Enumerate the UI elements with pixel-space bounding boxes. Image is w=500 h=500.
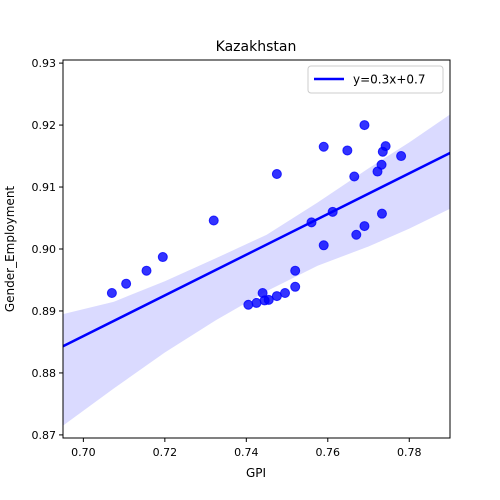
scatter-point xyxy=(121,278,132,289)
y-axis-ticks: 0.87 0.88 0.89 0.90 0.91 0.92 0.93 xyxy=(32,57,63,442)
y-tick-label: 0.90 xyxy=(32,243,57,256)
legend-label: y=0.3x+0.7 xyxy=(353,73,425,87)
scatter-point xyxy=(280,287,291,298)
scatter-point xyxy=(243,299,254,310)
regression-line xyxy=(62,151,451,348)
x-axis-ticks: 0.70 0.72 0.74 0.76 0.78 xyxy=(71,438,422,459)
scatter-point xyxy=(290,281,301,292)
x-tick-label: 0.74 xyxy=(234,446,259,459)
x-tick-label: 0.72 xyxy=(153,446,178,459)
plot-area xyxy=(62,114,451,426)
scatter-point xyxy=(342,145,353,156)
scatter-point xyxy=(157,252,168,263)
y-tick-label: 0.89 xyxy=(32,305,57,318)
scatter-point xyxy=(349,171,360,182)
scatter-point xyxy=(251,297,262,308)
x-tick-label: 0.70 xyxy=(71,446,96,459)
scatter-points-layer xyxy=(106,120,407,310)
scatter-point xyxy=(306,217,317,228)
scatter-point xyxy=(359,221,370,232)
scatter-point xyxy=(141,265,152,276)
x-tick-label: 0.78 xyxy=(397,446,422,459)
confidence-band-layer xyxy=(63,114,450,426)
scatter-point xyxy=(376,208,387,219)
scatter-point xyxy=(271,169,282,180)
scatter-point xyxy=(263,294,274,305)
y-tick-label: 0.92 xyxy=(32,119,57,132)
y-tick-label: 0.88 xyxy=(32,367,57,380)
y-tick-label: 0.91 xyxy=(32,181,57,194)
scatter-point xyxy=(351,229,362,240)
x-axis-label: GPI xyxy=(246,466,266,480)
x-tick-label: 0.76 xyxy=(316,446,341,459)
scatter-point xyxy=(380,141,391,152)
y-tick-label: 0.87 xyxy=(32,429,57,442)
scatter-point xyxy=(290,265,301,276)
y-axis-label: Gender_Employment xyxy=(3,186,17,313)
regression-line-layer xyxy=(62,151,451,348)
legend-box xyxy=(307,65,444,94)
legend: y=0.3x+0.7 xyxy=(307,65,444,94)
confidence-band xyxy=(63,114,450,426)
y-tick-label: 0.93 xyxy=(32,57,57,70)
chart-title: Kazakhstan xyxy=(216,39,297,55)
scatter-point xyxy=(318,240,329,251)
scatter-point xyxy=(376,159,387,170)
scatter-point xyxy=(106,287,117,298)
scatter-point xyxy=(327,206,338,217)
scatter-point xyxy=(396,151,407,162)
scatter-point xyxy=(318,141,329,152)
scatter-point xyxy=(208,215,219,226)
scatter-point xyxy=(359,120,370,131)
